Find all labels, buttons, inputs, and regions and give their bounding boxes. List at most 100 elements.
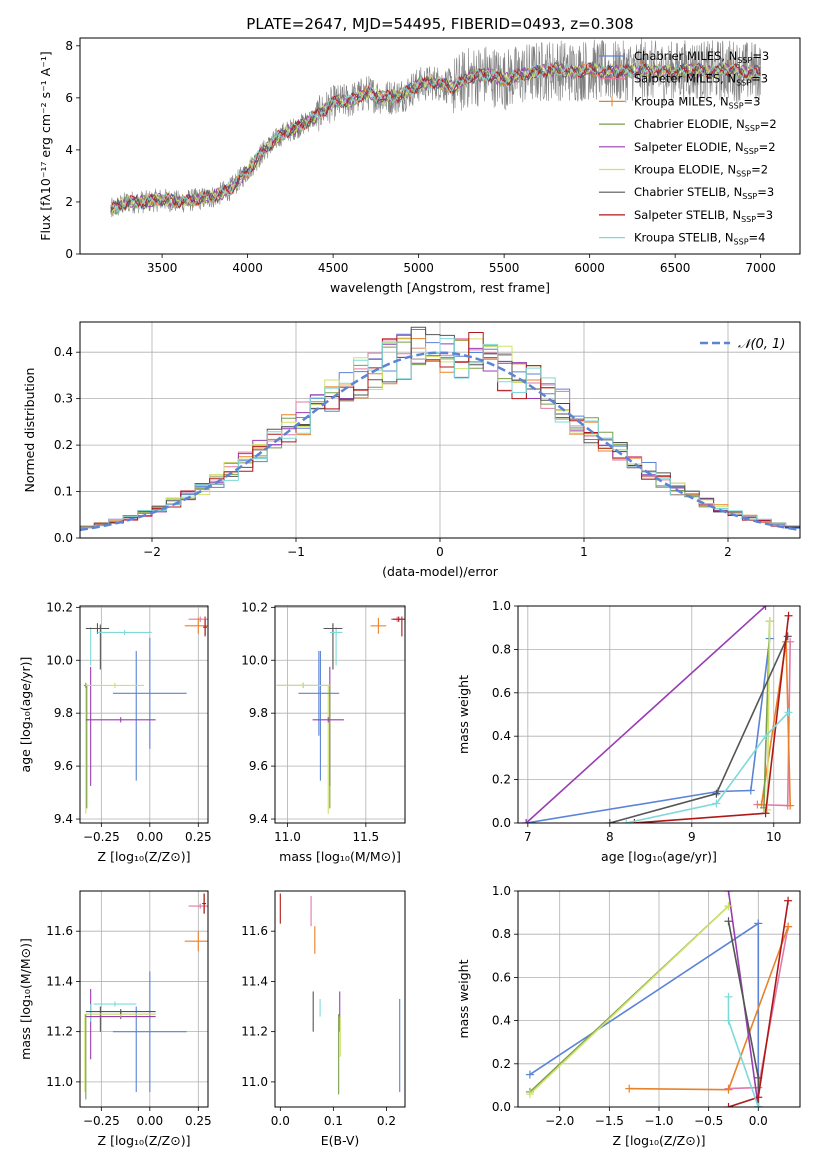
y-tick-label: 11.4: [241, 974, 268, 988]
weight-line-chabrier-miles: [529, 921, 760, 1107]
x-tick-label: 0.25: [185, 1114, 212, 1128]
x-tick-label: 6000: [574, 261, 605, 275]
y-axis-label: age [log₁₀(age/yr)]: [18, 657, 33, 773]
weight-line-kroupa-stelib: [626, 711, 790, 823]
axes-frame: [79, 890, 209, 1108]
model-line-salpeter-stelib: [110, 61, 761, 212]
x-tick-label: 7: [524, 830, 532, 844]
panel-age_mass: 11.0 11.5 9.4 9.6 9.8 10.0 10.2 mass [log₁₀(M/M…: [241, 600, 406, 864]
x-tick-label: 0.25: [185, 830, 212, 844]
x-tick-label: 1: [580, 545, 588, 559]
y-axis-label: mass weight: [456, 959, 471, 1038]
y-tick-label: 1.0: [492, 884, 511, 898]
y-tick-label: 11.2: [46, 1025, 73, 1039]
y-tick-label: 11.4: [46, 974, 73, 988]
y-tick-label: 11.0: [46, 1075, 73, 1089]
y-tick-label: 9.6: [249, 759, 268, 773]
y-axis-label: mass weight: [456, 675, 471, 754]
x-axis-label: Z [log₁₀(Z/Z⊙)]: [613, 1133, 706, 1148]
y-tick-label: 0.2: [54, 438, 73, 452]
x-tick-label: 3500: [147, 261, 178, 275]
x-tick-label: 0.00: [136, 830, 163, 844]
x-tick-label: 11.5: [352, 830, 379, 844]
x-tick-label: −2.0: [545, 1114, 574, 1128]
y-tick-label: 11.2: [241, 1025, 268, 1039]
x-axis-label: Z [log₁₀(Z/Z⊙)]: [98, 1133, 191, 1148]
y-tick-label: 2: [65, 195, 73, 209]
y-tick-label: 10.0: [241, 653, 268, 667]
x-tick-label: 5000: [403, 261, 434, 275]
legend-label-kroupa-miles: Kroupa MILES, NSSP=3: [634, 94, 760, 110]
axes-frame: [517, 890, 801, 1108]
x-tick-label: −1: [287, 545, 305, 559]
y-tick-label: 9.8: [249, 706, 268, 720]
axes-frame: [274, 890, 406, 1108]
weight-line-kroupa-elodie: [529, 905, 730, 1095]
x-axis-label: age [log₁₀(age/yr)]: [601, 849, 717, 864]
legend-label-kroupa-elodie: Kroupa ELODIE, NSSP=2: [634, 163, 768, 179]
y-tick-label: 0.0: [54, 531, 73, 545]
legend-label-salpeter-miles: Salpeter MILES, NSSP=3: [634, 72, 768, 88]
weight-line-kroupa-elodie: [766, 621, 771, 811]
y-tick-label: 0.4: [492, 729, 511, 743]
x-tick-label: −2: [143, 545, 161, 559]
panel-age_Z: −0.25 0.00 0.25 9.4 9.6 9.8 10.0 10.2 Z [log₁₀(Z…: [18, 600, 212, 864]
model-line-kroupa-stelib: [110, 61, 761, 214]
x-tick-label: −1.0: [644, 1114, 673, 1128]
x-tick-label: 0.00: [136, 1114, 163, 1128]
axes-frame: [79, 37, 801, 255]
x-tick-label: −0.25: [83, 830, 120, 844]
x-tick-label: 0.1: [324, 1114, 343, 1128]
y-axis-label: mass [log₁₀(M/M⊙)]: [18, 938, 33, 1060]
y-tick-label: 4: [65, 143, 73, 157]
axes-frame: [79, 321, 801, 539]
y-tick-label: 0.1: [54, 485, 73, 499]
y-tick-label: 9.6: [54, 759, 73, 773]
x-tick-label: 9: [688, 830, 696, 844]
x-tick-label: 4500: [318, 261, 349, 275]
axes-frame: [79, 605, 209, 824]
x-tick-label: 11.0: [274, 830, 301, 844]
weight-line-chabrier-miles: [526, 638, 771, 823]
x-tick-label: 0.2: [377, 1114, 396, 1128]
axes-frame: [517, 605, 801, 824]
x-axis-label: wavelength [Angstrom, rest frame]: [330, 280, 550, 295]
panel-spectrum: 3500 4000 4500 5000 5500 6000 6500 7000 0 2 4 6 8 wav…: [38, 37, 801, 295]
x-axis-label: Z [log₁₀(Z/Z⊙)]: [98, 849, 191, 864]
y-tick-label: 0.6: [492, 686, 511, 700]
legend-label-kroupa-stelib: Kroupa STELIB, NSSP=4: [634, 231, 765, 247]
y-tick-label: 0.4: [54, 345, 73, 359]
x-axis-label: mass [log₁₀(M/M⊙)]: [279, 849, 401, 864]
y-tick-label: 0.6: [492, 970, 511, 984]
plot-area-age_Z: [80, 606, 208, 823]
y-tick-label: 11.6: [46, 924, 73, 938]
x-tick-label: 4000: [232, 261, 263, 275]
weight-line-salpeter-elodie: [525, 606, 767, 823]
y-tick-label: 10.0: [46, 653, 73, 667]
y-tick-label: 10.2: [46, 600, 73, 614]
y-tick-label: 10.2: [241, 600, 268, 614]
legend-label-chabrier-miles: Chabrier MILES, NSSP=3: [634, 49, 769, 65]
y-tick-label: 9.8: [54, 706, 73, 720]
legend-label-salpeter-elodie: Salpeter ELODIE, NSSP=2: [634, 140, 776, 156]
panel-weight_Z: −2.0 −1.5 −1.0 −0.5 0.0 0.0 0.2 0.4 0.6 0.8 1.0 Z […: [456, 884, 801, 1148]
x-tick-label: −0.25: [83, 1114, 120, 1128]
x-tick-label: 8: [606, 830, 614, 844]
plot-area-age_mass: [275, 606, 405, 823]
x-tick-label: −1.5: [595, 1114, 624, 1128]
legend-label-chabrier-elodie: Chabrier ELODIE, NSSP=2: [634, 117, 777, 133]
y-axis-label: Normed distribution: [22, 368, 37, 493]
y-tick-label: 0.8: [492, 642, 511, 656]
panel-mass_Z: −0.25 0.00 0.25 11.0 11.2 11.4 11.6 Z [log₁₀(Z/…: [18, 890, 212, 1148]
y-tick-label: 8: [65, 39, 73, 53]
x-axis-label: E(B-V): [321, 1133, 360, 1148]
plot-area-mass_Z: [80, 891, 208, 1107]
model-line-chabrier-stelib: [110, 61, 761, 212]
legend-label-chabrier-stelib: Chabrier STELIB, NSSP=3: [634, 185, 774, 201]
plot-area-mass_EBV: [279, 893, 401, 1095]
plot-area-spectrum: [110, 38, 761, 218]
y-tick-label: 0.2: [492, 1057, 511, 1071]
y-tick-label: 0.8: [492, 927, 511, 941]
axes-frame: [274, 605, 406, 824]
